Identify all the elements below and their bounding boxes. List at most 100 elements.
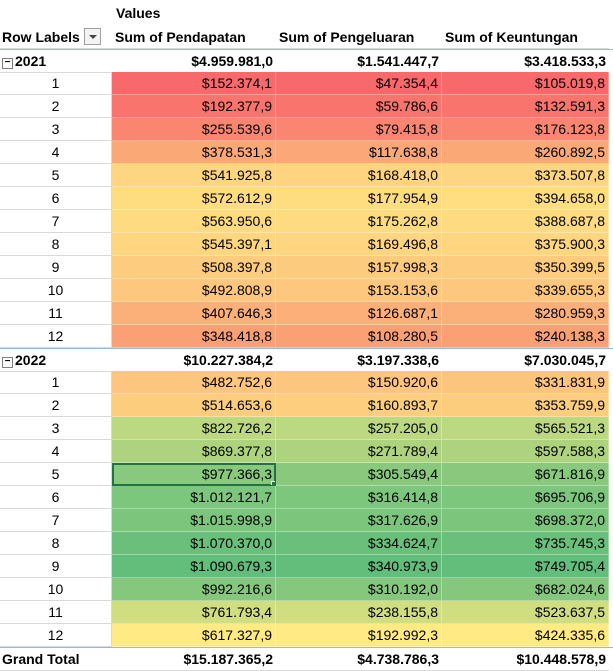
value-cell[interactable]: $257.205,0: [276, 417, 442, 440]
value-cell[interactable]: $305.549,4: [276, 463, 442, 486]
value-cell[interactable]: $523.637,5: [442, 601, 609, 624]
month-label[interactable]: 2: [0, 394, 112, 417]
value-cell[interactable]: $1.012.121,7: [112, 486, 276, 509]
value-cell[interactable]: $132.591,3: [442, 95, 609, 118]
value-cell[interactable]: $682.024,6: [442, 578, 609, 601]
value-cell[interactable]: $545.397,1: [112, 233, 276, 256]
value-cell[interactable]: $340.973,9: [276, 555, 442, 578]
value-cell[interactable]: $339.655,3: [442, 279, 609, 302]
value-cell[interactable]: $192.377,9: [112, 95, 276, 118]
value-cell[interactable]: $698.372,0: [442, 509, 609, 532]
month-label[interactable]: 11: [0, 601, 112, 624]
value-cell[interactable]: $126.687,1: [276, 302, 442, 325]
value-cell[interactable]: $992.216,6: [112, 578, 276, 601]
value-cell[interactable]: $1.070.370,0: [112, 532, 276, 555]
column-header-keuntungan[interactable]: Sum of Keuntungan: [442, 26, 609, 49]
month-label[interactable]: 5: [0, 463, 112, 486]
month-label[interactable]: 8: [0, 233, 112, 256]
value-cell[interactable]: $255.539,6: [112, 118, 276, 141]
year-subtotal-cell[interactable]: $4.959.981,0: [112, 50, 276, 73]
value-cell[interactable]: $271.789,4: [276, 440, 442, 463]
row-labels-header[interactable]: Row Labels: [0, 26, 112, 49]
month-label[interactable]: 4: [0, 141, 112, 164]
value-cell[interactable]: $331.831,9: [442, 371, 609, 394]
grand-total-cell[interactable]: $10.448.578,9: [442, 648, 609, 671]
value-cell[interactable]: $514.653,6: [112, 394, 276, 417]
value-cell[interactable]: $238.155,8: [276, 601, 442, 624]
value-cell[interactable]: $388.687,8: [442, 210, 609, 233]
value-cell[interactable]: $1.090.679,3: [112, 555, 276, 578]
month-label[interactable]: 1: [0, 371, 112, 394]
value-cell[interactable]: $168.418,0: [276, 164, 442, 187]
value-cell[interactable]: $152.374,1: [112, 72, 276, 95]
value-cell[interactable]: $353.759,9: [442, 394, 609, 417]
year-label[interactable]: −2021: [0, 50, 112, 73]
value-cell[interactable]: $47.354,4: [276, 72, 442, 95]
month-label[interactable]: 1: [0, 72, 112, 95]
value-cell[interactable]: $375.900,3: [442, 233, 609, 256]
value-cell[interactable]: $59.786,6: [276, 95, 442, 118]
grand-total-cell[interactable]: $15.187.365,2: [112, 648, 276, 671]
value-cell[interactable]: $617.327,9: [112, 624, 276, 647]
value-cell[interactable]: $105.019,8: [442, 72, 609, 95]
value-cell[interactable]: $572.612,9: [112, 187, 276, 210]
month-label[interactable]: 3: [0, 118, 112, 141]
dropdown-filter-icon[interactable]: [83, 28, 101, 45]
value-cell[interactable]: $822.726,2: [112, 417, 276, 440]
column-header-pendapatan[interactable]: Sum of Pendapatan: [112, 26, 276, 49]
value-cell[interactable]: $108.280,5: [276, 325, 442, 348]
value-cell[interactable]: $749.705,4: [442, 555, 609, 578]
month-label[interactable]: 10: [0, 578, 112, 601]
value-cell[interactable]: $192.992,3: [276, 624, 442, 647]
month-label[interactable]: 12: [0, 325, 112, 348]
value-cell[interactable]: $157.998,3: [276, 256, 442, 279]
value-cell[interactable]: $240.138,3: [442, 325, 609, 348]
month-label[interactable]: 2: [0, 95, 112, 118]
value-cell[interactable]: $565.521,3: [442, 417, 609, 440]
month-label[interactable]: 11: [0, 302, 112, 325]
month-label[interactable]: 10: [0, 279, 112, 302]
value-cell[interactable]: $541.925,8: [112, 164, 276, 187]
collapse-minus-icon[interactable]: −: [2, 58, 13, 69]
value-cell[interactable]: $597.588,3: [442, 440, 609, 463]
value-cell[interactable]: $153.153,6: [276, 279, 442, 302]
grand-total-cell[interactable]: $4.738.786,3: [276, 648, 442, 671]
value-cell[interactable]: $316.414,8: [276, 486, 442, 509]
year-subtotal-cell[interactable]: $1.541.447,7: [276, 50, 442, 73]
value-cell[interactable]: $373.507,8: [442, 164, 609, 187]
value-cell[interactable]: $176.123,8: [442, 118, 609, 141]
value-cell[interactable]: $378.531,3: [112, 141, 276, 164]
month-label[interactable]: 9: [0, 256, 112, 279]
value-cell[interactable]: $310.192,0: [276, 578, 442, 601]
value-cell[interactable]: $869.377,8: [112, 440, 276, 463]
value-cell[interactable]: $79.415,8: [276, 118, 442, 141]
value-cell[interactable]: $407.646,3: [112, 302, 276, 325]
value-cell[interactable]: $671.816,9: [442, 463, 609, 486]
value-cell[interactable]: $280.959,3: [442, 302, 609, 325]
value-cell[interactable]: $348.418,8: [112, 325, 276, 348]
value-cell[interactable]: $1.015.998,9: [112, 509, 276, 532]
value-cell[interactable]: $350.399,5: [442, 256, 609, 279]
value-cell[interactable]: $424.335,6: [442, 624, 609, 647]
year-subtotal-cell[interactable]: $7.030.045,7: [442, 349, 609, 372]
month-label[interactable]: 6: [0, 187, 112, 210]
value-cell[interactable]: $169.496,8: [276, 233, 442, 256]
year-subtotal-cell[interactable]: $10.227.384,2: [112, 349, 276, 372]
month-label[interactable]: 9: [0, 555, 112, 578]
value-cell[interactable]: $695.706,9: [442, 486, 609, 509]
month-label[interactable]: 7: [0, 509, 112, 532]
year-label[interactable]: −2022: [0, 349, 112, 372]
value-cell[interactable]: $977.366,3: [112, 463, 276, 486]
month-label[interactable]: 8: [0, 532, 112, 555]
value-cell[interactable]: $317.626,9: [276, 509, 442, 532]
value-cell[interactable]: $260.892,5: [442, 141, 609, 164]
value-cell[interactable]: $508.397,8: [112, 256, 276, 279]
value-cell[interactable]: $735.745,3: [442, 532, 609, 555]
value-cell[interactable]: $175.262,8: [276, 210, 442, 233]
value-cell[interactable]: $334.624,7: [276, 532, 442, 555]
value-cell[interactable]: $177.954,9: [276, 187, 442, 210]
value-cell[interactable]: $563.950,6: [112, 210, 276, 233]
value-cell[interactable]: $761.793,4: [112, 601, 276, 624]
year-subtotal-cell[interactable]: $3.418.533,3: [442, 50, 609, 73]
value-cell[interactable]: $394.658,0: [442, 187, 609, 210]
